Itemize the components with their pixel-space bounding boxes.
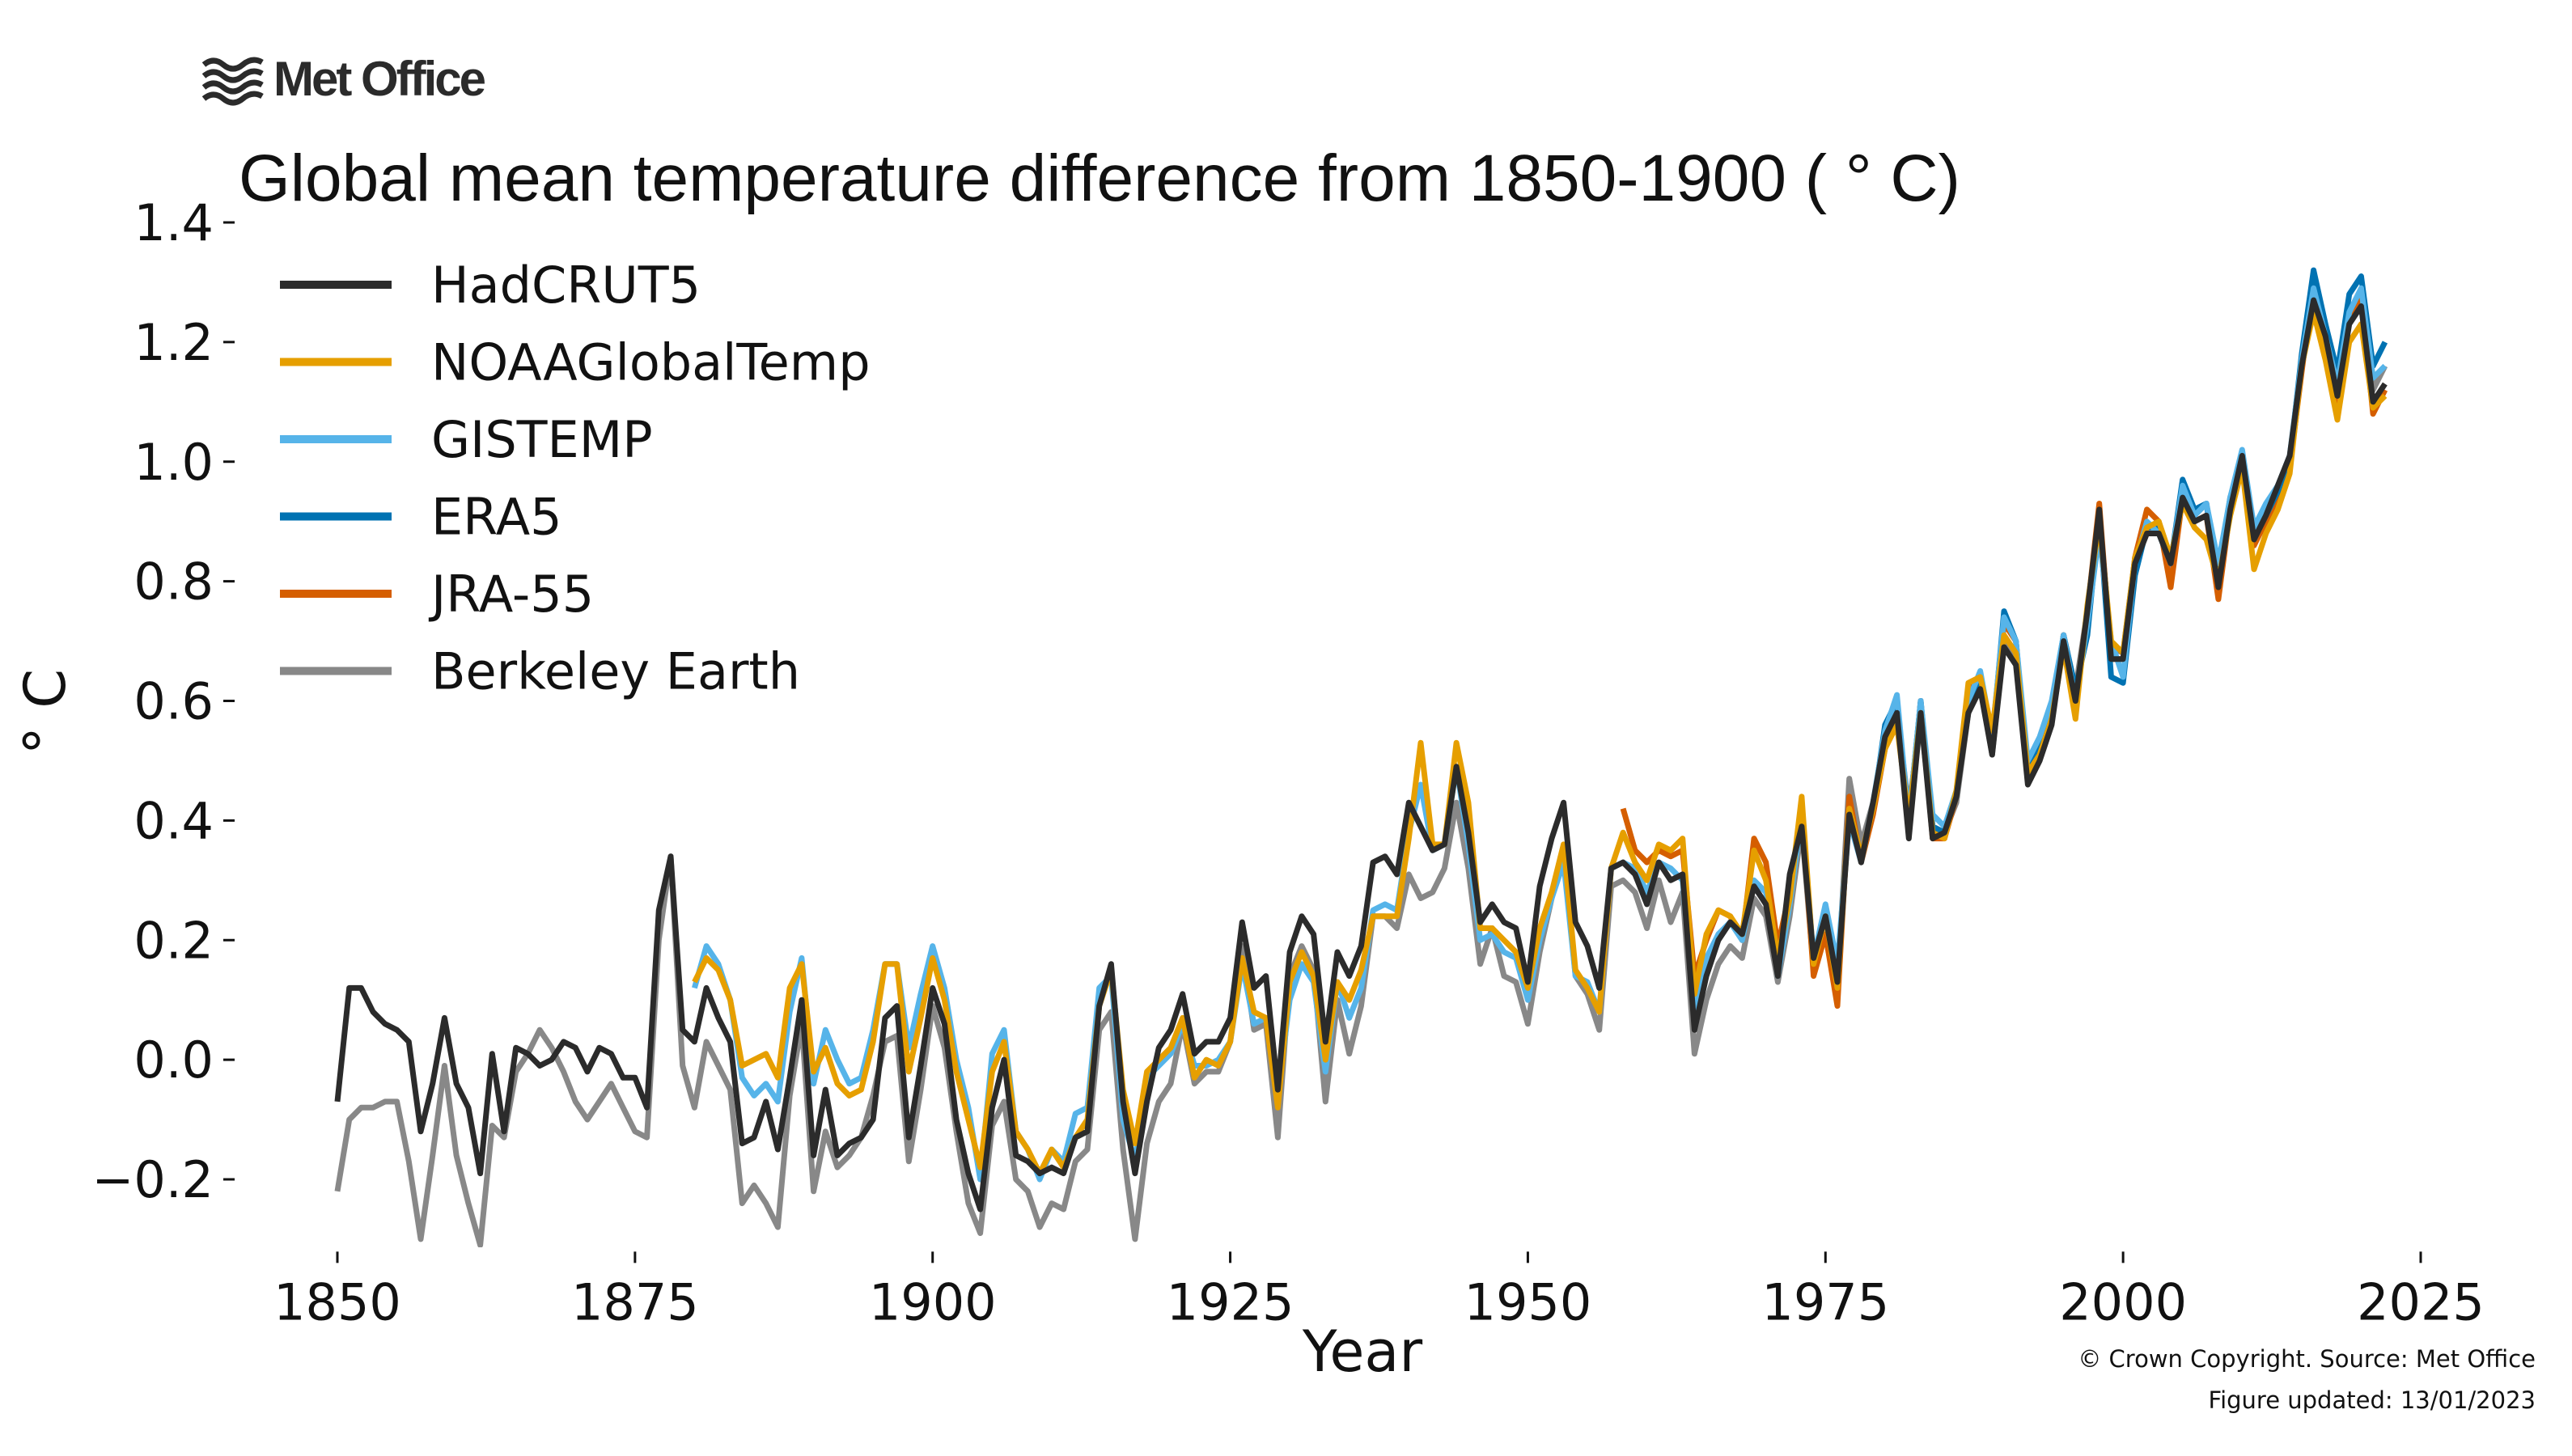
y-tick-label: 0.0 — [133, 1031, 214, 1090]
x-axis-label: Year — [1302, 1318, 1422, 1385]
y-tick-label: 0.4 — [133, 791, 214, 850]
met-office-waves-icon — [201, 57, 264, 106]
legend-label: JRA-55 — [428, 565, 594, 624]
legend-label: Berkeley Earth — [431, 642, 800, 701]
legend-item: NOAAGlobalTemp — [280, 333, 871, 392]
y-tick-label: 0.8 — [133, 552, 214, 612]
legend-item: GISTEMP — [280, 410, 653, 469]
met-office-logo: Met Office — [201, 52, 488, 106]
legend-item: HadCRUT5 — [280, 256, 701, 315]
x-tick-label: 1875 — [571, 1272, 699, 1331]
y-tick-label: −0.2 — [91, 1150, 214, 1209]
legend-item: ERA5 — [280, 488, 562, 547]
copyright-text: © Crown Copyright. Source: Met Office — [2078, 1345, 2536, 1373]
legend: HadCRUT5 NOAAGlobalTemp GISTEMP ERA5 JRA-55 B… — [280, 256, 871, 701]
legend-label: ERA5 — [431, 488, 562, 547]
x-tick-label: 1850 — [273, 1272, 401, 1331]
x-tick-label: 1975 — [1761, 1272, 1889, 1331]
figure-updated-text: Figure updated: 13/01/2023 — [2209, 1386, 2536, 1414]
series-line-hadcrut5 — [334, 297, 2388, 1213]
logo-text: Met Office — [273, 52, 485, 106]
chart-title: Global mean temperature difference from … — [239, 142, 1960, 215]
y-tick-label: 0.6 — [133, 672, 214, 731]
series-lines — [334, 267, 2388, 1247]
x-axis: 1850 1875 1900 1925 1950 1975 2000 2025 — [273, 1251, 2485, 1331]
legend-label: GISTEMP — [431, 410, 653, 469]
legend-item: JRA-55 — [280, 565, 594, 624]
x-tick-label: 1925 — [1167, 1272, 1294, 1331]
x-tick-label: 2025 — [2357, 1272, 2485, 1331]
x-tick-label: 2000 — [2059, 1272, 2187, 1331]
y-tick-label: 0.2 — [133, 911, 214, 970]
x-tick-label: 1900 — [869, 1272, 997, 1331]
series-line-era5 — [1870, 267, 2388, 836]
y-axis-label: ° C — [12, 669, 78, 755]
legend-label: NOAAGlobalTemp — [431, 333, 871, 392]
y-tick-label: 1.0 — [133, 433, 214, 492]
y-tick-label: 1.4 — [133, 193, 214, 252]
y-tick-label: 1.2 — [133, 313, 214, 372]
y-axis: −0.2 0.0 0.2 0.4 0.6 0.8 1.0 1.2 1.4 — [91, 193, 235, 1209]
x-tick-label: 1950 — [1464, 1272, 1592, 1331]
legend-label: HadCRUT5 — [431, 256, 701, 315]
legend-item: Berkeley Earth — [280, 642, 800, 701]
